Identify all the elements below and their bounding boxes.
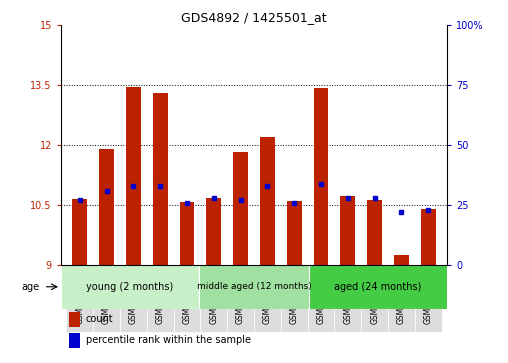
Text: count: count [86,314,113,325]
Text: GSM1230354: GSM1230354 [155,273,165,324]
Bar [199,265,309,309]
Text: GSM1230353: GSM1230353 [129,273,138,324]
Bar [227,265,254,332]
Bar [394,255,409,265]
Text: GSM1230351: GSM1230351 [75,273,84,324]
Bar [415,265,441,332]
Bar [361,265,388,332]
Text: aged (24 months): aged (24 months) [334,282,422,292]
Bar [67,265,93,332]
Text: GSM1230355: GSM1230355 [182,273,192,324]
Bar [313,89,328,265]
Bar [93,265,120,332]
Text: GSM1230359: GSM1230359 [290,273,299,324]
Text: GSM1230358: GSM1230358 [263,273,272,324]
Bar [287,201,302,265]
Text: age: age [22,282,40,292]
Text: GSM1230357: GSM1230357 [236,273,245,324]
Text: GSM1230362: GSM1230362 [370,273,379,324]
Bar [126,86,141,265]
Bar [153,93,168,265]
Text: young (2 months): young (2 months) [86,282,174,292]
Text: GSM1230361: GSM1230361 [343,273,353,324]
Bar [72,199,87,265]
Bar [334,265,361,332]
Title: GDS4892 / 1425501_at: GDS4892 / 1425501_at [181,11,327,24]
Bar [421,209,436,265]
Text: percentile rank within the sample: percentile rank within the sample [86,335,251,345]
Text: middle aged (12 months): middle aged (12 months) [197,282,311,291]
Bar [233,152,248,265]
Bar [281,265,308,332]
Bar [69,333,80,348]
Text: GSM1230364: GSM1230364 [424,273,433,324]
Bar [174,265,200,332]
Text: GSM1230356: GSM1230356 [209,273,218,324]
Bar [147,265,174,332]
Text: GSM1230360: GSM1230360 [316,273,326,324]
Text: GSM1230363: GSM1230363 [397,273,406,324]
Bar [388,265,415,332]
Bar [309,265,447,309]
Bar [180,202,195,265]
Bar [61,265,199,309]
Bar [206,198,221,265]
Bar [69,311,80,327]
Text: GSM1230352: GSM1230352 [102,273,111,324]
Bar [99,149,114,265]
Bar [200,265,227,332]
Bar [254,265,281,332]
Bar [367,200,382,265]
Bar [308,265,334,332]
Bar [120,265,147,332]
Bar [260,137,275,265]
Bar [340,196,355,265]
